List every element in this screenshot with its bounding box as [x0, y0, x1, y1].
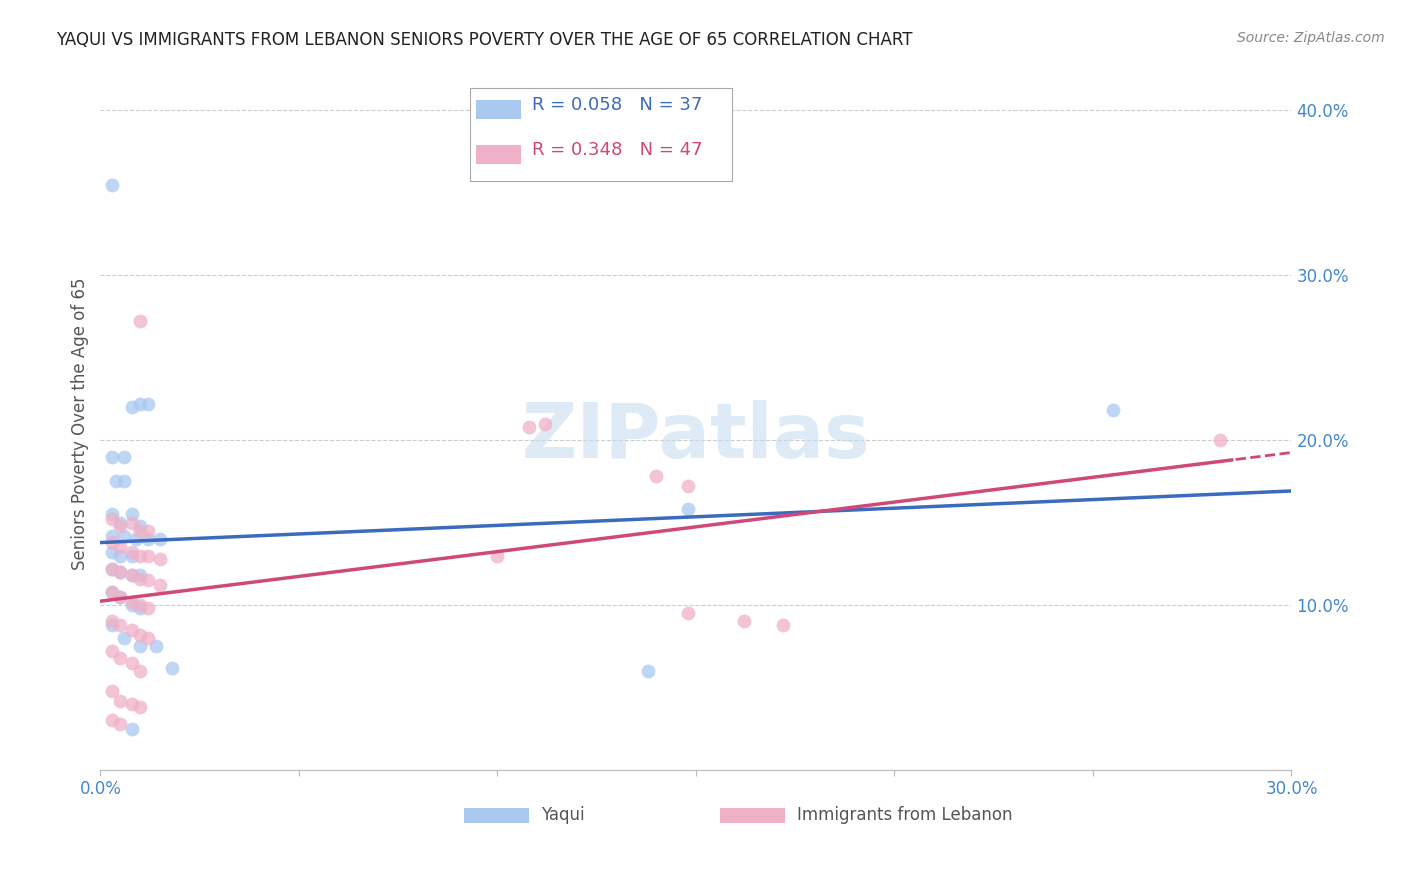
Point: [108, 590, 131, 604]
Text: Source: ZipAtlas.com: Source: ZipAtlas.com: [1237, 31, 1385, 45]
Text: YAQUI VS IMMIGRANTS FROM LEBANON SENIORS POVERTY OVER THE AGE OF 65 CORRELATION : YAQUI VS IMMIGRANTS FROM LEBANON SENIORS…: [56, 31, 912, 49]
Text: R = 0.348   N = 47: R = 0.348 N = 47: [531, 141, 702, 159]
Point: [1101, 403, 1123, 417]
Bar: [475, 145, 520, 164]
Point: [136, 524, 159, 538]
Point: [676, 502, 699, 516]
Point: [129, 568, 152, 582]
Point: [129, 524, 152, 538]
Bar: [475, 100, 520, 119]
Point: [676, 479, 699, 493]
Point: [136, 532, 159, 546]
Point: [112, 450, 135, 464]
Point: [129, 598, 152, 612]
Point: [121, 508, 143, 522]
Point: [101, 562, 124, 576]
Point: [129, 700, 152, 714]
Point: [108, 516, 131, 530]
Point: [129, 572, 152, 586]
Point: [149, 551, 172, 566]
Point: [121, 595, 143, 609]
Point: [129, 519, 152, 533]
Y-axis label: Seniors Poverty Over the Age of 65: Seniors Poverty Over the Age of 65: [72, 277, 89, 570]
Point: [772, 617, 794, 632]
Point: [101, 535, 124, 549]
Point: [136, 631, 159, 645]
Point: [101, 562, 124, 576]
Point: [486, 549, 509, 563]
Point: [149, 532, 172, 546]
Point: [108, 716, 131, 731]
Point: [121, 656, 143, 670]
Point: [112, 529, 135, 543]
Point: [101, 512, 124, 526]
Point: [129, 664, 152, 678]
Point: [637, 664, 659, 678]
Point: [121, 549, 143, 563]
Point: [108, 693, 131, 707]
Point: [149, 578, 172, 592]
Point: [733, 615, 755, 629]
Point: [101, 584, 124, 599]
FancyBboxPatch shape: [470, 87, 731, 181]
Point: [136, 601, 159, 615]
Point: [129, 314, 152, 328]
Text: Immigrants from Lebanon: Immigrants from Lebanon: [797, 805, 1012, 824]
Point: [101, 545, 124, 559]
Point: [125, 532, 148, 546]
Bar: [464, 808, 529, 823]
Point: [101, 615, 124, 629]
Point: [1209, 433, 1232, 447]
Point: [108, 590, 131, 604]
Point: [121, 400, 143, 414]
Point: [129, 639, 152, 653]
Point: [108, 541, 131, 555]
Point: [112, 631, 135, 645]
Point: [517, 420, 540, 434]
Point: [121, 568, 143, 582]
Point: [101, 644, 124, 658]
Point: [121, 722, 143, 736]
Point: [101, 508, 124, 522]
Point: [101, 683, 124, 698]
Point: [160, 660, 183, 674]
Point: [121, 697, 143, 711]
Point: [129, 397, 152, 411]
Point: [136, 574, 159, 588]
Point: [145, 639, 167, 653]
Point: [121, 623, 143, 637]
Text: Yaqui: Yaqui: [541, 805, 585, 824]
Point: [108, 617, 131, 632]
Point: [101, 450, 124, 464]
Point: [108, 565, 131, 579]
Point: [129, 549, 152, 563]
Point: [112, 475, 135, 489]
Point: [129, 601, 152, 615]
Point: [101, 178, 124, 192]
Point: [129, 627, 152, 641]
Point: [105, 475, 128, 489]
Point: [101, 529, 124, 543]
Point: [121, 598, 143, 612]
Point: [121, 545, 143, 559]
Point: [645, 469, 668, 483]
Point: [121, 568, 143, 582]
Text: R = 0.058   N = 37: R = 0.058 N = 37: [531, 96, 702, 114]
Point: [136, 397, 159, 411]
Point: [534, 417, 557, 431]
Bar: [720, 808, 785, 823]
Point: [101, 714, 124, 728]
Point: [121, 516, 143, 530]
Point: [108, 519, 131, 533]
Point: [136, 549, 159, 563]
Point: [108, 549, 131, 563]
Point: [108, 565, 131, 579]
Point: [676, 606, 699, 620]
Point: [101, 617, 124, 632]
Text: ZIPatlas: ZIPatlas: [522, 401, 870, 475]
Point: [101, 584, 124, 599]
Point: [108, 650, 131, 665]
